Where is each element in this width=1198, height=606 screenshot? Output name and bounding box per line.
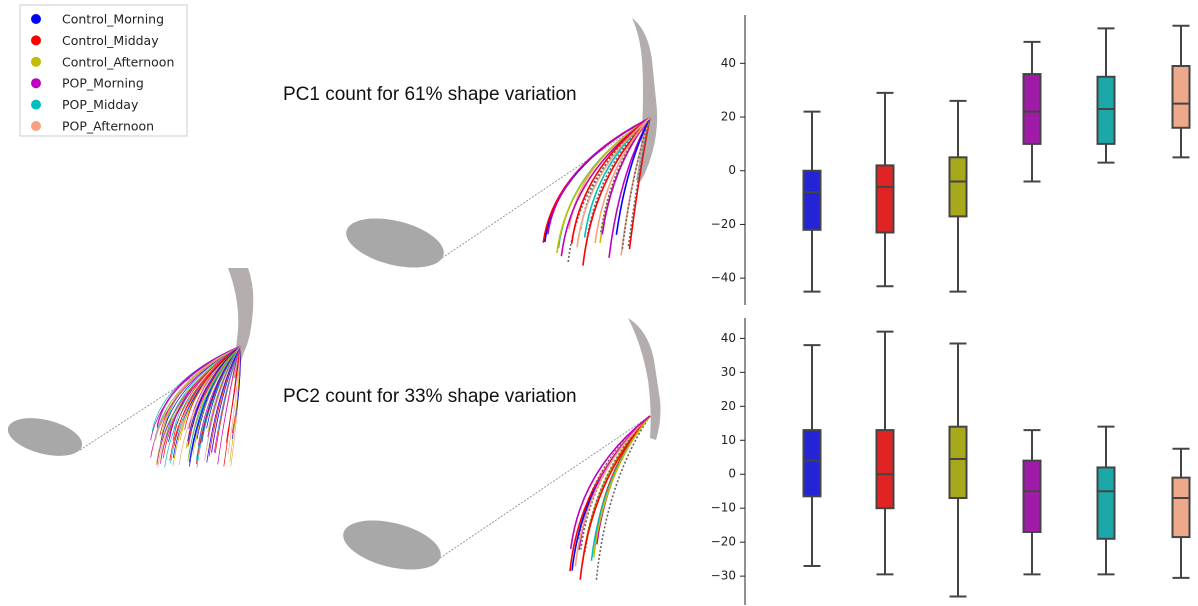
- legend-marker: [31, 56, 41, 67]
- legend-label: POP_Afternoon: [62, 119, 154, 134]
- curve: [225, 345, 241, 443]
- legend-marker: [31, 121, 41, 131]
- curve-fan: [150, 345, 241, 468]
- box: [1096, 75, 1116, 145]
- box: [948, 156, 968, 218]
- box: [948, 425, 968, 500]
- head-ellipse: [7, 418, 83, 456]
- curve: [615, 117, 651, 235]
- curve: [571, 415, 651, 571]
- chart-title: PC2 count for 33% shape variation: [283, 386, 577, 407]
- legend: Control_Morning Control_Midday Control_Aft…: [31, 12, 174, 134]
- y-tick-label: 30: [721, 365, 736, 379]
- curve: [547, 117, 651, 235]
- curve: [217, 345, 241, 465]
- chart-title: PC1 count for 61% shape variation: [283, 84, 577, 105]
- curve: [594, 415, 651, 542]
- y-tick-label: −10: [711, 501, 736, 515]
- curve: [156, 345, 241, 429]
- curve: [192, 345, 241, 456]
- legend-label: Control_Afternoon: [62, 54, 174, 69]
- box: [1171, 65, 1191, 129]
- box: [875, 164, 895, 234]
- curve: [190, 345, 241, 443]
- curve: [187, 345, 241, 442]
- curve: [569, 415, 651, 572]
- box: [1022, 73, 1042, 145]
- curve: [556, 117, 651, 254]
- curve: [595, 415, 651, 580]
- y-tick-label: 20: [721, 399, 736, 413]
- y-tick-label: 0: [728, 163, 736, 177]
- legend-box: [19, 4, 188, 137]
- curve: [204, 345, 241, 461]
- legend-marker: [31, 35, 41, 46]
- dashed-line: [439, 415, 651, 559]
- curve: [156, 345, 241, 463]
- bone-strip: [628, 318, 661, 440]
- curve: [227, 345, 241, 455]
- curve: [172, 345, 241, 467]
- curve: [229, 345, 241, 463]
- box: [802, 429, 822, 498]
- y-tick-label: −40: [711, 271, 736, 285]
- curve: [165, 345, 241, 439]
- shape-illustration-pc2: [343, 318, 661, 580]
- y-tick-label: 20: [721, 110, 736, 124]
- curve: [590, 415, 651, 561]
- head-ellipse: [343, 520, 441, 570]
- curve: [621, 117, 651, 250]
- box: [1171, 476, 1191, 539]
- curve: [627, 117, 651, 248]
- y-tick-label: −30: [711, 569, 736, 583]
- curve: [217, 345, 241, 431]
- legend-marker: [31, 78, 41, 89]
- curve: [184, 345, 241, 430]
- curve: [196, 345, 241, 468]
- box: [1022, 459, 1042, 533]
- y-tick-label: −20: [711, 217, 736, 231]
- curve: [152, 345, 241, 451]
- curve: [576, 117, 651, 248]
- bone-strip: [632, 18, 658, 182]
- shape-illustration-pc1: [346, 18, 658, 268]
- curve: [163, 345, 241, 426]
- head-ellipse: [346, 218, 444, 268]
- y-tick-label: −20: [711, 535, 736, 549]
- legend-marker: [31, 99, 41, 110]
- y-tick-label: 40: [721, 331, 736, 345]
- curve: [159, 345, 241, 464]
- curve-fan: [542, 117, 651, 266]
- curve: [574, 415, 651, 567]
- y-tick-label: 0: [728, 467, 736, 481]
- shape-illustration-left: [7, 268, 254, 468]
- curve: [172, 345, 241, 459]
- y-tick-label: 10: [721, 433, 736, 447]
- curve: [594, 117, 651, 244]
- y-tick-label: 40: [721, 56, 736, 70]
- box: [802, 169, 822, 231]
- legend-label: POP_Midday: [62, 97, 139, 112]
- curve: [579, 415, 651, 580]
- curve-fan: [569, 415, 651, 580]
- curve: [570, 117, 651, 244]
- curve: [560, 117, 651, 257]
- legend-label: Control_Morning: [62, 12, 164, 27]
- legend-marker: [31, 14, 41, 24]
- curve: [592, 415, 651, 558]
- legend-label: POP_Morning: [62, 76, 144, 91]
- box: [875, 429, 895, 510]
- curve: [569, 415, 651, 549]
- bone-strip: [228, 268, 254, 378]
- curve: [206, 345, 241, 463]
- legend-label: Control_Midday: [62, 33, 159, 48]
- curve: [211, 345, 241, 453]
- box: [1096, 466, 1116, 540]
- plots: −40 −20 0 20 40 −30 −20 −10 0 10 20 30 40: [711, 15, 1191, 605]
